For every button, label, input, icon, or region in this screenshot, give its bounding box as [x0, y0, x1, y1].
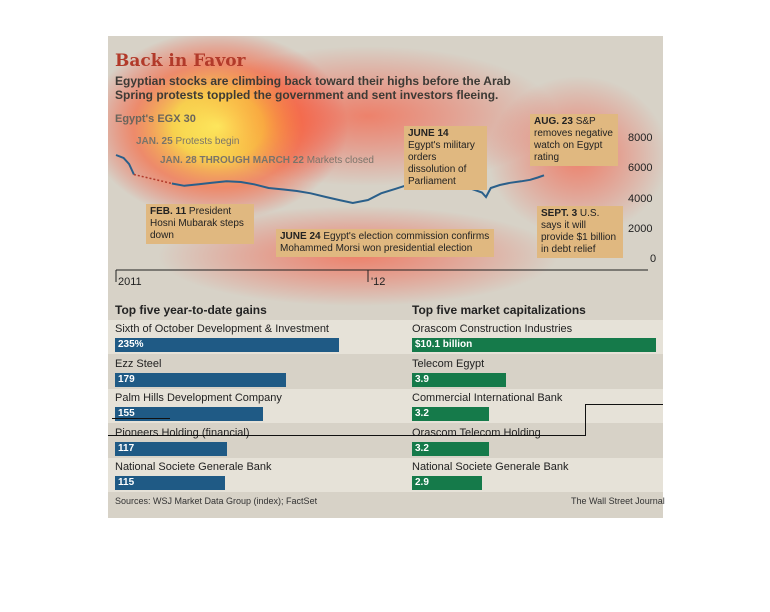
- annotation-text: Protests begin: [175, 136, 240, 147]
- bar: 2.9: [412, 476, 483, 490]
- publisher-credit: The Wall Street Journal: [571, 496, 665, 506]
- stray-line: [112, 418, 170, 419]
- bar: 155: [115, 407, 263, 421]
- bar-category-label: National Societe Generale Bank: [412, 461, 569, 473]
- annotation-date: AUG. 23: [534, 116, 573, 127]
- bar-row: Palm Hills Development Company 155: [108, 389, 405, 423]
- bar: $10.1 billion: [412, 338, 656, 352]
- bar-row: Orascom Telecom Holding 3.2: [405, 424, 663, 458]
- source-note: Sources: WSJ Market Data Group (index); …: [115, 496, 318, 506]
- bar-category-label: Pioneers Holding (financial): [115, 426, 250, 439]
- bar-category-label: Palm Hills Development Company: [115, 392, 282, 404]
- bar-row: Commercial International Bank 3.2: [405, 389, 663, 423]
- bar: 115: [115, 476, 225, 490]
- x-tick-label: '12: [371, 276, 386, 288]
- egx30-series-line: [171, 174, 545, 205]
- annotation-text: President Hosni Mubarak steps down: [150, 206, 244, 241]
- bar-category-label: Ezz Steel: [115, 357, 162, 370]
- gains-section-title: Top five year-to-date gains: [115, 303, 267, 317]
- egx30-series-line: [115, 154, 135, 175]
- annotation-feb11: FEB. 11 President Hosni Mubarak steps do…: [146, 204, 254, 244]
- chart-subtitle: Egyptian stocks are climbing back toward…: [115, 74, 511, 102]
- annotation-date: FEB. 11: [150, 206, 187, 217]
- annotation-text: S&P removes negative watch on Egypt rati…: [534, 116, 613, 163]
- bar-category-label: Sixth of October Development & Investmen…: [115, 323, 329, 335]
- series-layer: [115, 154, 545, 205]
- y-tick-label: 4000: [628, 193, 653, 205]
- y-tick-label: 8000: [628, 132, 653, 144]
- stray-line: [585, 404, 663, 405]
- bar: 179: [115, 372, 286, 387]
- annotation-jan25: JAN. 25 Protests begin: [136, 136, 239, 148]
- egx30-line-chart: [115, 154, 648, 282]
- bar-row: National Societe Generale Bank 2.9: [405, 458, 663, 492]
- bar-row: Pioneers Holding (financial) 117: [108, 424, 405, 458]
- annotation-text: Egypt's military orders dissolution of P…: [408, 140, 475, 187]
- annotation-aug23: AUG. 23 S&P removes negative watch on Eg…: [530, 114, 618, 166]
- index-label: Egypt's EGX 30: [115, 113, 196, 125]
- bar: 3.2: [412, 441, 490, 456]
- y-tick-label: 6000: [628, 162, 653, 174]
- annotation-text: Markets closed: [306, 155, 374, 166]
- bar-row: Sixth of October Development & Investmen…: [108, 320, 405, 354]
- bar: 3.2: [412, 407, 490, 421]
- annotation-jun24: JUNE 24 Egypt's election commission conf…: [276, 229, 494, 257]
- markets-closed-gap-line: [133, 173, 173, 185]
- chart-title: Back in Favor: [115, 51, 246, 71]
- bar: 235%: [115, 338, 339, 352]
- y-tick-label: 0: [650, 253, 657, 265]
- stray-line: [108, 435, 586, 436]
- y-tick-label: 2000: [628, 223, 653, 235]
- bar-row: Orascom Construction Industries $10.1 bil…: [405, 320, 663, 354]
- bar-category-label: Orascom Telecom Holding: [412, 426, 541, 439]
- bar-row: National Societe Generale Bank 115: [108, 458, 405, 492]
- annotation-jan28: JAN. 28 THROUGH MARCH 22 Markets closed: [160, 155, 374, 167]
- annotation-date: SEPT. 3: [541, 208, 578, 219]
- bar-category-label: Orascom Construction Industries: [412, 323, 573, 335]
- bar: 117: [115, 441, 227, 456]
- bar-row: Ezz Steel 179: [108, 355, 405, 389]
- annotation-date: JUNE 14: [408, 128, 449, 139]
- annotation-jun14: JUNE 14 Egypt's military orders dissolut…: [404, 126, 487, 190]
- bar-category-label: National Societe Generale Bank: [115, 461, 272, 473]
- bar-category-label: Commercial International Bank: [412, 392, 563, 404]
- annotation-date: JUNE 24: [280, 231, 321, 242]
- caps-section-title: Top five market capitalizations: [412, 303, 586, 317]
- annotation-sep3: SEPT. 3 U.S. says it will provide $1 bil…: [537, 206, 623, 258]
- stray-line: [585, 404, 586, 436]
- x-tick-label: 2011: [118, 276, 142, 288]
- bar-row: Telecom Egypt 3.9: [405, 355, 663, 389]
- bar-category-label: Telecom Egypt: [412, 357, 485, 370]
- annotation-text: Egypt's election commission confirms Moh…: [280, 231, 490, 254]
- annotation-date: JAN. 25: [136, 136, 173, 147]
- bar: 3.9: [412, 372, 507, 387]
- annotation-date: JAN. 28 THROUGH MARCH 22: [160, 155, 304, 166]
- annotation-text: U.S. says it will provide $1 billion in …: [541, 208, 617, 255]
